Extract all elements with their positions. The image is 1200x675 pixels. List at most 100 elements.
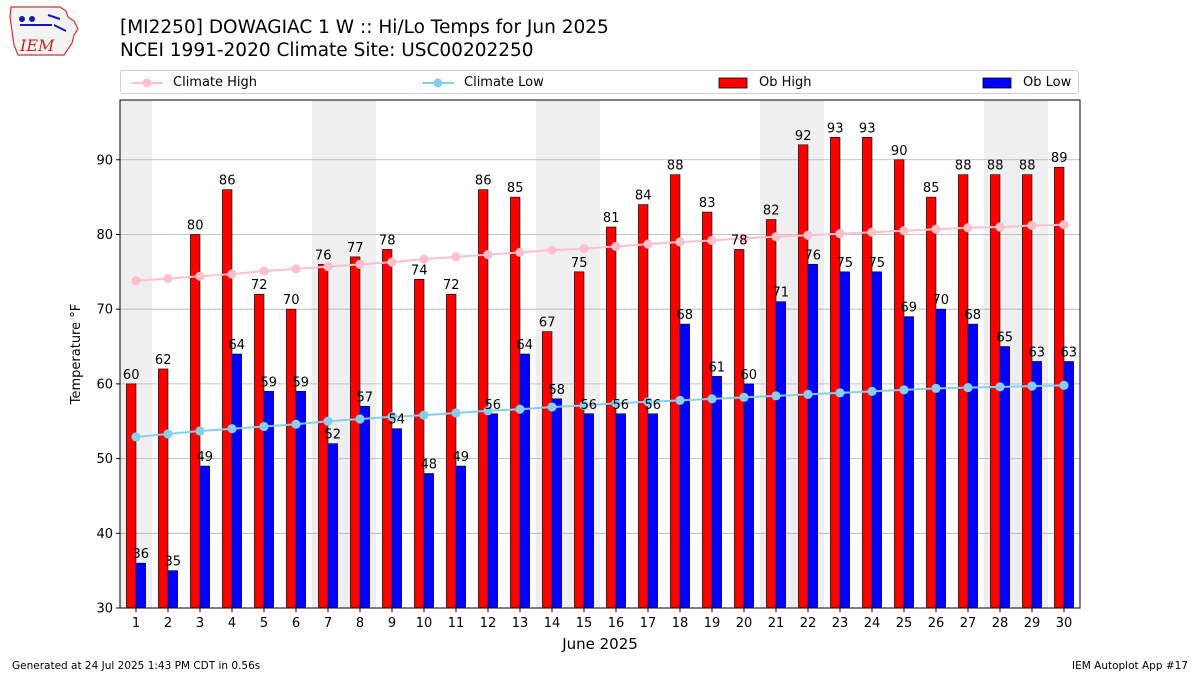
chart-subtitle: NCEI 1991-2020 Climate Site: USC00202250	[120, 40, 534, 61]
climate-high-point	[611, 241, 621, 252]
ob-low-value-label: 52	[325, 428, 342, 443]
ob-low-value-label: 36	[133, 547, 150, 562]
ob-high-value-label: 88	[1019, 159, 1036, 174]
climate-low-point	[355, 414, 365, 424]
climate-high-point	[1027, 220, 1037, 231]
x-tick-label: 19	[704, 616, 721, 631]
x-axis-label: June 2025	[561, 635, 638, 653]
ob-low-bar	[199, 465, 210, 609]
ob-low-bar	[423, 473, 434, 609]
ob-low-value-label: 35	[165, 555, 182, 570]
climate-low-point	[867, 386, 877, 396]
ob-high-value-label: 88	[667, 159, 684, 174]
climate-low-point	[611, 398, 621, 408]
climate-low-point	[707, 394, 717, 404]
ob-low-value-label: 63	[1029, 345, 1046, 360]
ob-high-bar	[702, 211, 713, 609]
ob-low-bar	[711, 376, 722, 609]
x-tick-label: 5	[260, 616, 268, 631]
ob-high-bar	[926, 196, 937, 609]
ob-low-bar	[775, 301, 786, 609]
ob-low-value-label: 64	[229, 338, 246, 353]
climate-high-point	[227, 269, 237, 279]
ob-low-bar	[871, 271, 882, 609]
climate-high-point	[387, 257, 397, 267]
ob-low-bar	[615, 413, 626, 609]
climate-low-point	[803, 389, 813, 399]
climate-high-point	[739, 233, 749, 243]
ob-high-value-label: 78	[731, 233, 748, 248]
ob-low-value-label: 75	[869, 256, 886, 271]
x-tick-label: 13	[512, 616, 529, 631]
legend-bar-swatch-icon	[718, 77, 748, 89]
ob-low-bar	[583, 413, 594, 609]
ob-high-value-label: 92	[795, 129, 812, 144]
ob-low-value-label: 57	[357, 390, 374, 405]
climate-low-point	[387, 412, 397, 422]
ob-low-value-label: 68	[677, 308, 694, 323]
legend-line-marker-icon	[422, 78, 454, 88]
ob-low-value-label: 54	[389, 413, 406, 428]
ob-low-bar	[967, 323, 978, 609]
ob-low-bar	[679, 323, 690, 609]
x-tick-label: 28	[992, 616, 1009, 631]
climate-high-point	[995, 222, 1005, 232]
climate-high-point	[131, 276, 141, 286]
x-tick-label: 30	[1056, 616, 1073, 631]
ob-high-bar	[510, 196, 521, 609]
climate-low-point	[323, 416, 333, 426]
climate-low-point	[483, 406, 493, 416]
ob-high-value-label: 93	[827, 121, 844, 136]
ob-high-bar	[382, 249, 393, 609]
ob-high-value-label: 83	[699, 196, 716, 211]
climate-high-point	[291, 264, 301, 274]
ob-low-bar	[135, 562, 146, 609]
ob-low-value-label: 56	[613, 398, 630, 413]
ob-high-value-label: 82	[763, 204, 780, 219]
x-tick-label: 12	[480, 616, 497, 631]
climate-high-point	[771, 232, 781, 242]
climate-high-point	[803, 230, 813, 240]
climate-high-point	[931, 224, 941, 234]
ob-low-value-label: 58	[549, 383, 566, 398]
ob-high-value-label: 75	[571, 256, 588, 271]
ob-high-bar	[830, 137, 841, 609]
legend-label: Climate High	[173, 75, 258, 90]
plot-frame	[119, 99, 1081, 609]
climate-low-point	[1059, 380, 1069, 390]
ob-low-value-label: 68	[965, 308, 982, 323]
climate-high-point	[547, 245, 557, 255]
x-tick-label: 23	[832, 616, 849, 631]
ob-high-value-label: 89	[1051, 151, 1068, 166]
x-tick-label: 20	[736, 616, 753, 631]
chart-title: [MI2250] DOWAGIAC 1 W :: Hi/Lo Temps for…	[120, 17, 609, 38]
climate-high-point	[675, 237, 685, 247]
ob-high-bar	[734, 249, 745, 609]
ob-high-value-label: 70	[283, 293, 300, 308]
climate-low-point	[419, 410, 429, 420]
ob-high-value-label: 86	[219, 174, 236, 189]
ob-low-value-label: 56	[581, 398, 598, 413]
climate-low-point	[899, 385, 909, 395]
y-tick-label: 40	[96, 527, 113, 542]
climate-low-point	[131, 432, 141, 442]
ob-low-value-label: 76	[805, 248, 822, 263]
ob-high-value-label: 80	[187, 218, 204, 233]
ob-high-bar	[158, 368, 169, 609]
climate-high-point	[963, 223, 973, 233]
ob-low-bar	[359, 405, 370, 609]
ob-high-value-label: 67	[539, 316, 556, 331]
ob-high-bar	[126, 383, 137, 609]
ob-low-bar	[807, 264, 818, 609]
x-tick-label: 14	[544, 616, 561, 631]
x-tick-label: 1	[132, 616, 140, 631]
ob-high-bar	[286, 308, 297, 609]
climate-high-point	[355, 259, 365, 269]
climate-low-point	[451, 408, 461, 418]
x-tick-label: 22	[800, 616, 817, 631]
ob-low-value-label: 65	[997, 331, 1014, 346]
x-tick-label: 8	[356, 616, 364, 631]
ob-low-value-label: 70	[933, 293, 950, 308]
x-tick-label: 9	[388, 616, 396, 631]
